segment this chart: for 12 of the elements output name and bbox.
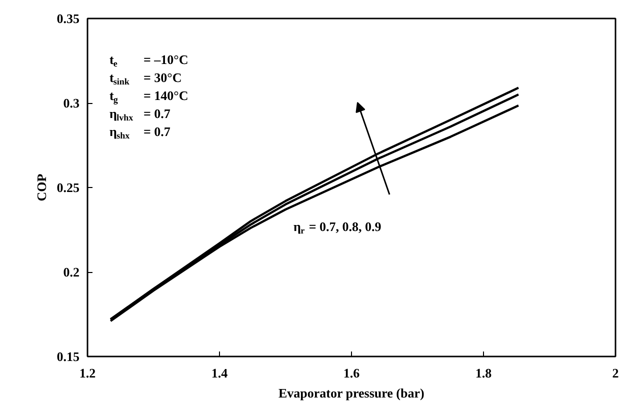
x-tick-label: 1.4 xyxy=(211,366,228,380)
y-tick-label: 0.25 xyxy=(56,180,80,195)
x-tick-label: 1.8 xyxy=(475,366,492,380)
x-axis-title: Evaporator pressure (bar) xyxy=(278,386,424,400)
y-tick-label: 0.35 xyxy=(56,11,80,26)
x-tick-label: 2 xyxy=(612,366,619,380)
y-tick-label: 0.3 xyxy=(63,96,80,110)
y-tick-label: 0.15 xyxy=(56,349,80,364)
x-tick-label: 1.2 xyxy=(79,366,96,380)
y-axis-title: COP xyxy=(34,174,49,202)
y-tick-label: 0.2 xyxy=(63,264,80,280)
x-tick-label: 1.6 xyxy=(343,366,360,380)
